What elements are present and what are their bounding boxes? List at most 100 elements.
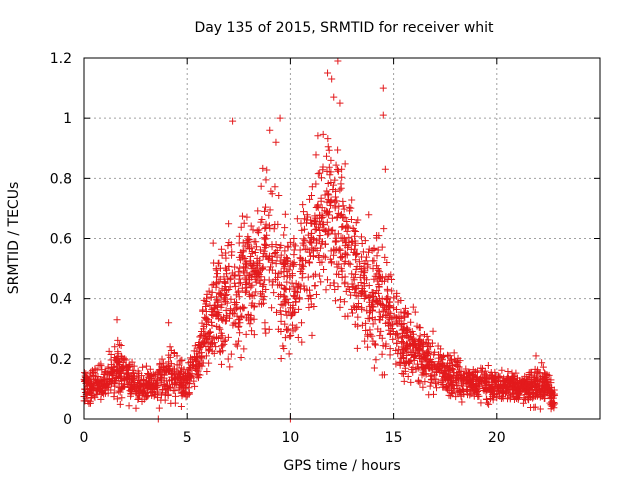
data-point xyxy=(299,239,307,247)
data-point xyxy=(375,308,383,316)
data-point xyxy=(527,382,535,390)
data-point xyxy=(373,297,381,305)
data-point xyxy=(339,213,347,221)
data-point xyxy=(380,277,388,285)
data-point xyxy=(311,226,319,234)
data-point xyxy=(260,281,268,289)
data-point xyxy=(485,400,493,408)
data-point xyxy=(331,176,339,184)
data-point xyxy=(546,399,554,407)
data-point xyxy=(218,301,226,309)
data-point xyxy=(484,362,492,370)
data-point xyxy=(282,307,290,315)
data-point xyxy=(336,99,344,107)
data-point xyxy=(381,253,389,261)
data-point xyxy=(255,300,263,308)
data-point xyxy=(404,373,412,381)
data-point xyxy=(108,369,116,377)
data-point xyxy=(386,351,394,359)
data-point xyxy=(389,335,397,343)
data-point xyxy=(304,213,312,221)
data-point xyxy=(299,270,307,278)
data-point xyxy=(261,319,269,327)
data-point xyxy=(146,365,154,373)
data-point xyxy=(420,330,428,338)
data-point xyxy=(382,340,390,348)
data-point xyxy=(332,161,340,169)
data-point xyxy=(334,167,342,175)
data-point xyxy=(298,319,306,327)
data-point xyxy=(283,267,291,275)
data-point xyxy=(357,268,365,276)
data-point xyxy=(191,353,199,361)
data-point xyxy=(317,174,325,182)
data-point xyxy=(548,392,556,400)
data-point xyxy=(281,224,289,232)
data-point xyxy=(518,377,526,385)
data-point xyxy=(295,305,303,313)
data-point xyxy=(410,346,418,354)
data-point xyxy=(394,331,402,339)
data-point xyxy=(99,383,107,391)
data-point xyxy=(277,241,285,249)
data-point xyxy=(103,370,111,378)
data-point xyxy=(333,263,341,271)
data-point xyxy=(536,369,544,377)
data-point xyxy=(354,282,362,290)
data-point xyxy=(330,251,338,259)
data-point xyxy=(252,238,260,246)
data-point xyxy=(318,258,326,266)
data-point xyxy=(272,248,280,256)
data-point xyxy=(324,69,332,77)
data-point xyxy=(426,382,434,390)
data-point xyxy=(289,327,297,335)
data-point xyxy=(171,399,179,407)
data-point xyxy=(277,310,285,318)
data-point xyxy=(388,314,396,322)
data-point xyxy=(254,229,262,237)
data-point xyxy=(165,319,173,327)
data-point xyxy=(304,273,312,281)
data-point xyxy=(457,392,465,400)
data-point xyxy=(404,348,412,356)
y-tick-label: 0.2 xyxy=(50,352,72,368)
data-point xyxy=(354,313,362,321)
data-point xyxy=(337,265,345,273)
data-point xyxy=(280,345,288,353)
data-point xyxy=(257,182,265,190)
data-point xyxy=(142,382,150,390)
data-point xyxy=(100,373,108,381)
data-point xyxy=(142,362,150,370)
x-tick-label: 0 xyxy=(80,430,89,446)
data-point xyxy=(123,375,131,383)
data-point xyxy=(323,198,331,206)
data-point xyxy=(386,345,394,353)
data-point xyxy=(400,320,408,328)
data-point xyxy=(177,402,185,410)
data-point xyxy=(338,273,346,281)
data-point xyxy=(208,339,216,347)
data-point xyxy=(299,263,307,271)
data-point xyxy=(241,274,249,282)
data-point xyxy=(87,381,95,389)
data-point xyxy=(175,385,183,393)
data-point xyxy=(301,245,309,253)
data-point xyxy=(377,273,385,281)
data-point xyxy=(268,258,276,266)
data-point xyxy=(382,319,390,327)
data-point xyxy=(81,373,89,381)
data-point xyxy=(300,208,308,216)
data-point xyxy=(130,369,138,377)
data-point xyxy=(239,253,247,261)
data-point xyxy=(242,258,250,266)
data-point xyxy=(360,269,368,277)
data-point xyxy=(263,166,271,174)
data-point xyxy=(512,393,520,401)
data-point xyxy=(320,265,328,273)
data-point xyxy=(129,366,137,374)
data-point xyxy=(276,114,284,122)
data-point xyxy=(216,348,224,356)
data-point xyxy=(265,222,273,230)
data-point xyxy=(533,369,541,377)
data-point xyxy=(202,300,210,308)
